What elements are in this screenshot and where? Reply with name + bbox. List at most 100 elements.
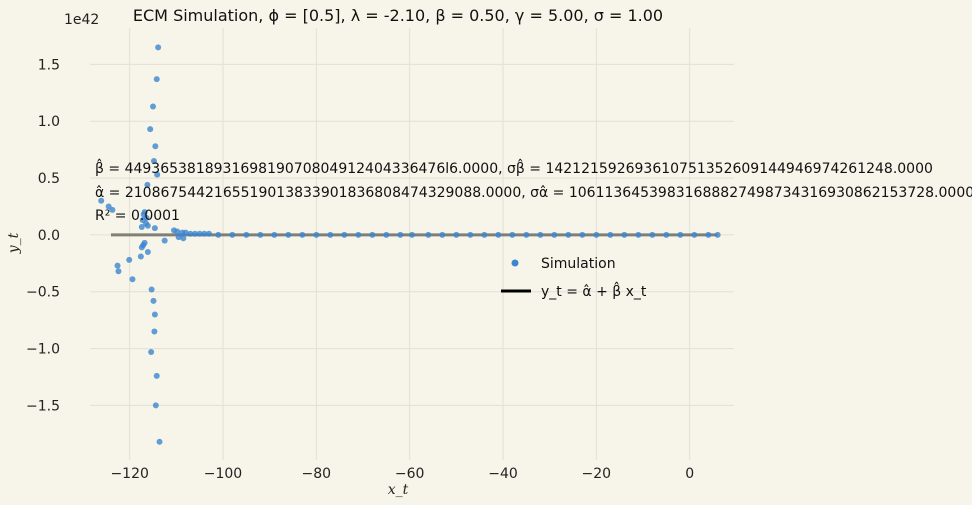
data-point bbox=[201, 230, 208, 237]
data-point bbox=[257, 231, 264, 238]
y-tick-label: −1.0 bbox=[26, 342, 60, 358]
data-point bbox=[425, 231, 432, 238]
y-tick-label: −0.5 bbox=[26, 285, 60, 301]
y-tick-label: −1.5 bbox=[26, 398, 60, 414]
data-point bbox=[151, 311, 158, 318]
data-point bbox=[98, 197, 105, 204]
data-point bbox=[397, 231, 404, 238]
beta-hat-annotation: β̂ = 44936538189316981907080491240433647… bbox=[95, 158, 933, 177]
x-tick-label: −20 bbox=[582, 466, 612, 482]
data-point bbox=[593, 231, 600, 238]
data-point bbox=[138, 223, 145, 230]
data-point bbox=[148, 286, 155, 293]
data-point bbox=[115, 268, 122, 275]
grid bbox=[90, 28, 734, 460]
x-tick-label: −100 bbox=[204, 466, 242, 482]
data-point bbox=[714, 231, 721, 238]
data-point bbox=[215, 231, 222, 238]
data-point bbox=[565, 231, 572, 238]
data-point bbox=[187, 230, 194, 237]
data-point bbox=[138, 244, 145, 251]
data-point bbox=[677, 231, 684, 238]
data-point bbox=[409, 231, 415, 238]
x-tick-labels: −120 −100 −80 −60 −40 −20 0 bbox=[110, 466, 694, 482]
data-point bbox=[109, 206, 116, 213]
legend-label-simulation: Simulation bbox=[541, 256, 616, 272]
data-point bbox=[175, 234, 182, 241]
data-point bbox=[114, 262, 121, 269]
data-point bbox=[579, 231, 586, 238]
data-point bbox=[313, 231, 320, 238]
data-point bbox=[152, 143, 159, 150]
data-point bbox=[192, 230, 198, 237]
x-tick-label: 0 bbox=[685, 466, 694, 482]
x-tick-label: −60 bbox=[395, 466, 425, 482]
data-point bbox=[174, 228, 181, 235]
data-point bbox=[153, 372, 160, 379]
data-point bbox=[151, 225, 158, 232]
x-tick-label: −40 bbox=[488, 466, 518, 482]
data-point bbox=[383, 231, 390, 238]
data-point bbox=[453, 231, 460, 238]
data-point bbox=[481, 231, 488, 238]
data-point bbox=[341, 231, 348, 238]
data-point bbox=[144, 181, 151, 188]
x-tick-label: −80 bbox=[302, 466, 332, 482]
data-point bbox=[705, 231, 712, 238]
data-point bbox=[607, 231, 614, 238]
data-point bbox=[155, 44, 162, 51]
data-point bbox=[196, 230, 203, 237]
data-point bbox=[523, 231, 530, 238]
y-tick-label: 0.0 bbox=[38, 228, 60, 244]
data-point bbox=[299, 231, 306, 238]
data-point bbox=[129, 276, 136, 283]
data-point bbox=[150, 103, 156, 110]
data-point bbox=[537, 231, 544, 238]
data-point bbox=[154, 171, 161, 178]
y-tick-label: 1.0 bbox=[38, 114, 60, 130]
data-point bbox=[148, 349, 155, 355]
data-point bbox=[229, 231, 236, 238]
chart-title: ECM Simulation, ϕ = [0.5], λ = -2.10, β … bbox=[133, 6, 663, 25]
data-point bbox=[152, 402, 159, 409]
data-point bbox=[495, 231, 502, 238]
y-tick-label: 0.5 bbox=[38, 171, 60, 187]
data-point bbox=[161, 237, 168, 244]
data-point bbox=[285, 231, 292, 238]
data-point bbox=[144, 248, 151, 255]
scatter-points bbox=[98, 44, 721, 445]
data-point bbox=[663, 231, 670, 238]
data-point bbox=[467, 231, 474, 238]
data-point bbox=[206, 230, 212, 237]
data-point bbox=[151, 328, 158, 335]
data-point bbox=[156, 438, 163, 445]
data-point bbox=[147, 126, 154, 133]
x-tick-label: −120 bbox=[110, 466, 148, 482]
y-tick-labels: −1.5 −1.0 −0.5 0.0 0.5 1.0 1.5 bbox=[26, 57, 60, 414]
data-point bbox=[144, 222, 151, 229]
data-point bbox=[137, 253, 144, 260]
data-point bbox=[691, 231, 698, 238]
data-point bbox=[649, 231, 656, 238]
legend: Simulation y_t = α̂ + β̂ x_t bbox=[501, 256, 647, 300]
y-tick-label: 1.5 bbox=[38, 57, 60, 73]
data-point bbox=[327, 231, 334, 238]
data-point bbox=[182, 229, 189, 236]
r-squared-annotation: R² = 0.0001 bbox=[95, 208, 180, 224]
data-point bbox=[126, 256, 133, 263]
x-axis-label: x_t bbox=[388, 482, 409, 498]
data-point bbox=[509, 231, 516, 238]
data-point bbox=[153, 76, 160, 83]
data-point bbox=[635, 231, 642, 238]
data-point bbox=[439, 231, 446, 238]
y-axis-label: y_t bbox=[6, 232, 22, 254]
data-point bbox=[150, 158, 157, 165]
data-point bbox=[551, 231, 558, 238]
data-point bbox=[180, 235, 187, 242]
data-point bbox=[621, 231, 628, 238]
alpha-hat-annotation: α̂ = 21086754421655190138339018368084743… bbox=[95, 185, 972, 201]
data-point bbox=[243, 231, 250, 238]
data-point bbox=[369, 231, 376, 238]
y-offset-label: 1e42 bbox=[64, 12, 99, 28]
